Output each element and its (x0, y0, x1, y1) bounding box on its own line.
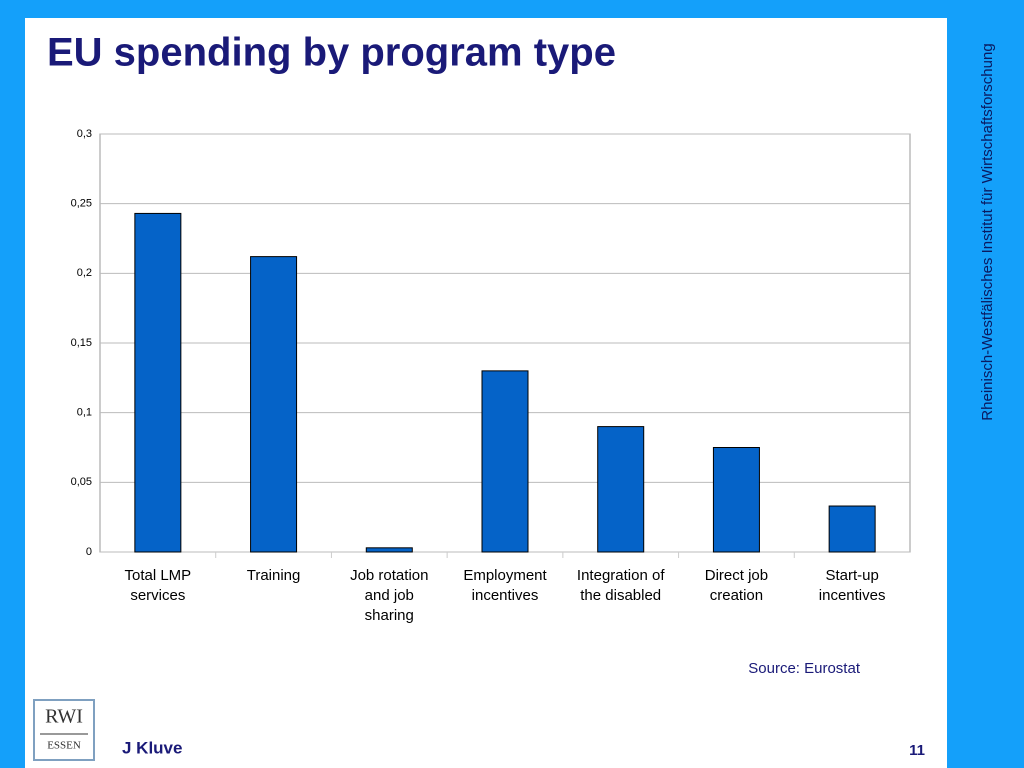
x-tick-label: Total LMP services (124, 567, 192, 604)
logo-text: RWI (45, 706, 83, 728)
x-tick-label: Training (246, 567, 301, 584)
x-tick-label: Employment incentives (463, 567, 547, 604)
bar (828, 505, 876, 553)
source: Source: Eurostat (748, 660, 861, 677)
y-tick-label: 0,15 (71, 337, 92, 349)
bar (365, 547, 413, 553)
x-tick-label: Integration of the disabled (576, 567, 665, 604)
y-tick-label: 0,2 (77, 267, 92, 279)
bar (481, 370, 529, 553)
bar (597, 426, 645, 553)
y-tick-label: 0,1 (77, 407, 92, 419)
x-tick-label: Start-up incentives (818, 567, 886, 604)
y-tick-label: 0 (86, 546, 92, 558)
author: J Kluve (122, 738, 182, 757)
y-tick-label: 0,25 (71, 198, 92, 210)
bar (134, 212, 182, 553)
x-tick-label: Direct job creation (704, 567, 769, 604)
y-tick-label: 0,3 (77, 128, 92, 140)
page-number: 11 (909, 742, 925, 759)
logo-box (33, 699, 95, 761)
bar (250, 256, 298, 553)
bar (712, 447, 760, 553)
side-text: Rheinisch-Westfälisches Institut für Wir… (979, 43, 996, 420)
chart-title: EU spending by program type (47, 31, 616, 75)
x-tick-label: Job rotation and job sharing (350, 567, 429, 624)
logo-text: ESSEN (47, 740, 81, 752)
y-tick-label: 0,05 (71, 476, 92, 488)
